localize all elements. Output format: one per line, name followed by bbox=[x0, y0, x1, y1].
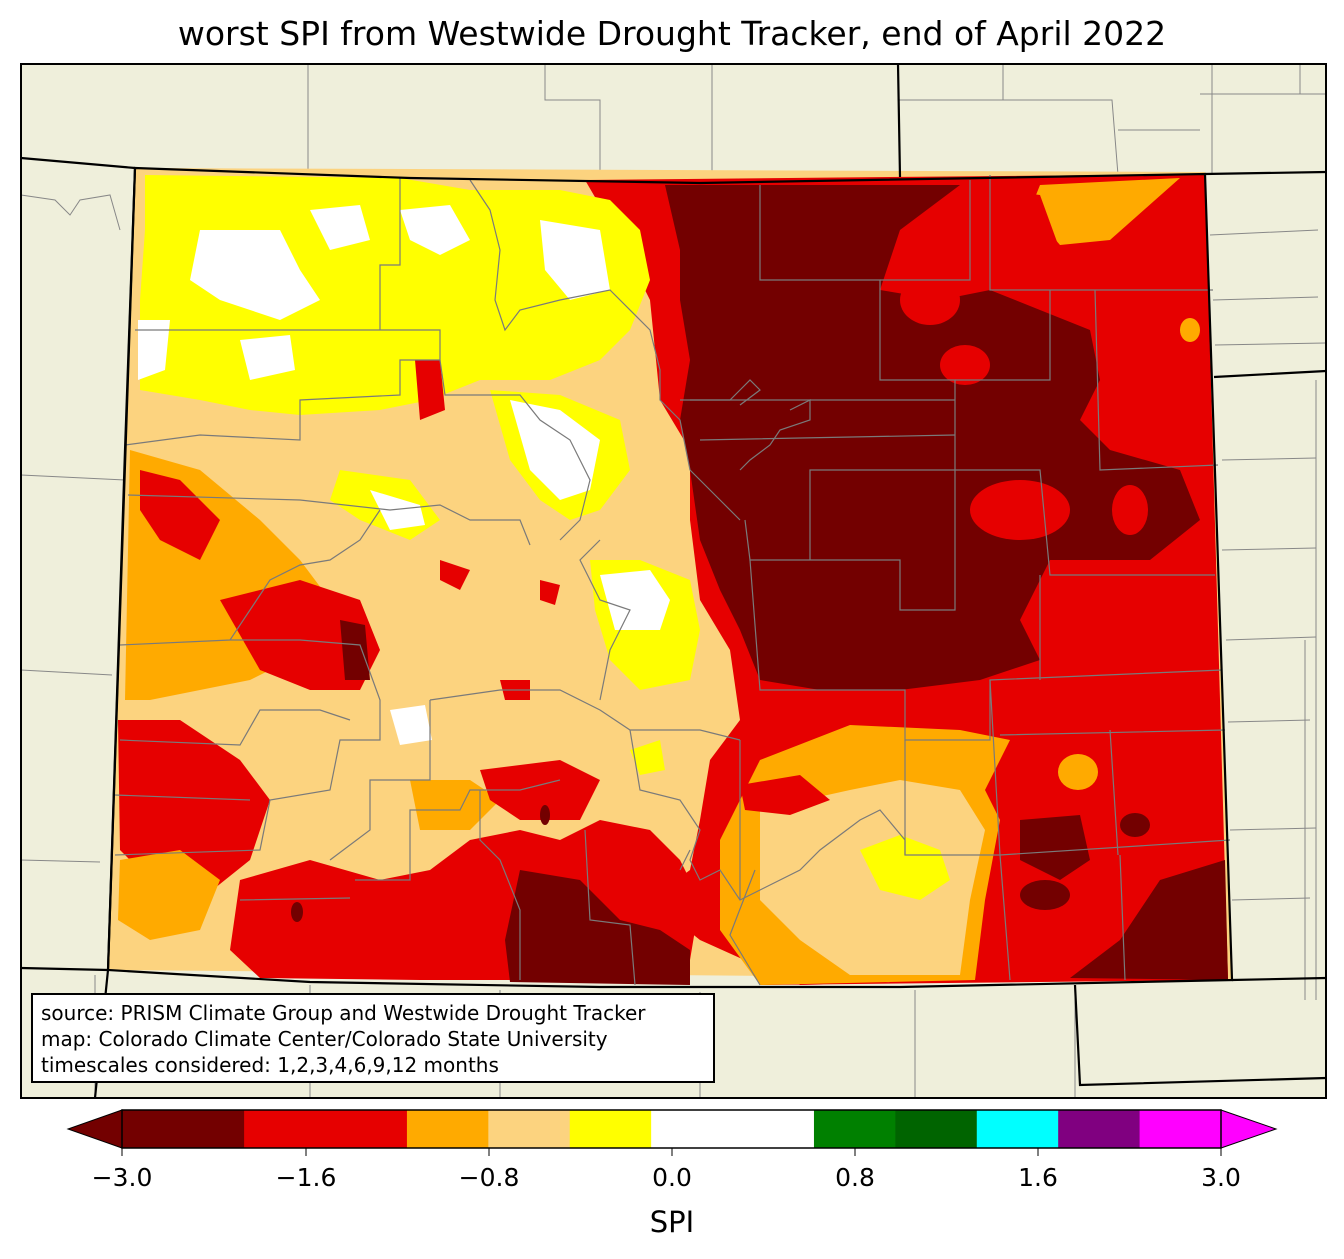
colorbar-frame bbox=[121, 1109, 1222, 1149]
state-borders bbox=[20, 63, 1327, 1099]
spi-zone-extreme-southwest bbox=[505, 870, 690, 985]
colorbar-tick-label: −3.0 bbox=[91, 1163, 153, 1192]
colorado-spi-field bbox=[108, 168, 1232, 985]
colorado-border bbox=[106, 166, 1234, 989]
map-title: worst SPI from Westwide Drought Tracker,… bbox=[177, 14, 1167, 53]
spi-map bbox=[20, 63, 1327, 1099]
colorbar-bin-0 bbox=[122, 1110, 245, 1148]
credit-source: source: PRISM Climate Group and Westwide… bbox=[41, 1001, 646, 1025]
colorbar-tick-label: 3.0 bbox=[1201, 1163, 1241, 1192]
colorbar-bin-5 bbox=[569, 1110, 652, 1148]
colorbar-bin-1 bbox=[244, 1110, 327, 1148]
colorbar-tick-label: 0.0 bbox=[652, 1163, 692, 1192]
colorbar-bin-10 bbox=[1058, 1110, 1141, 1148]
colorbar-bin-11 bbox=[1139, 1110, 1222, 1148]
credit-timescales: timescales considered: 1,2,3,4,6,9,12 mo… bbox=[41, 1053, 499, 1077]
colorbar-over-arrow bbox=[1220, 1109, 1278, 1149]
colorado-county-lines bbox=[114, 175, 1231, 986]
spi-zone-normal-northwest bbox=[190, 230, 320, 320]
credit-map: map: Colorado Climate Center/Colorado St… bbox=[41, 1027, 608, 1051]
colorbar-bin-3 bbox=[406, 1110, 489, 1148]
colorbar-bin-6 bbox=[651, 1110, 815, 1148]
colorbar-bin-4 bbox=[488, 1110, 571, 1148]
spi-zone-extreme-east bbox=[665, 185, 1200, 690]
colorbar-under-arrow bbox=[66, 1109, 123, 1149]
colorbar-label: SPI bbox=[649, 1205, 695, 1239]
colorbar-bin-9 bbox=[976, 1110, 1059, 1148]
colorbar-tick-label: 0.8 bbox=[835, 1163, 875, 1192]
map-frame bbox=[20, 63, 1327, 1099]
colorbar-bin-8 bbox=[895, 1110, 978, 1148]
colorbar-tick-label: 1.6 bbox=[1018, 1163, 1058, 1192]
colorbar-tick-label: −1.6 bbox=[275, 1163, 337, 1192]
colorbar-tick-label: −0.8 bbox=[458, 1163, 520, 1192]
colorbar-bin-7 bbox=[813, 1110, 896, 1148]
source-credit-box: source: PRISM Climate Group and Westwide… bbox=[31, 993, 715, 1083]
colorbar-bin-2 bbox=[325, 1110, 408, 1148]
